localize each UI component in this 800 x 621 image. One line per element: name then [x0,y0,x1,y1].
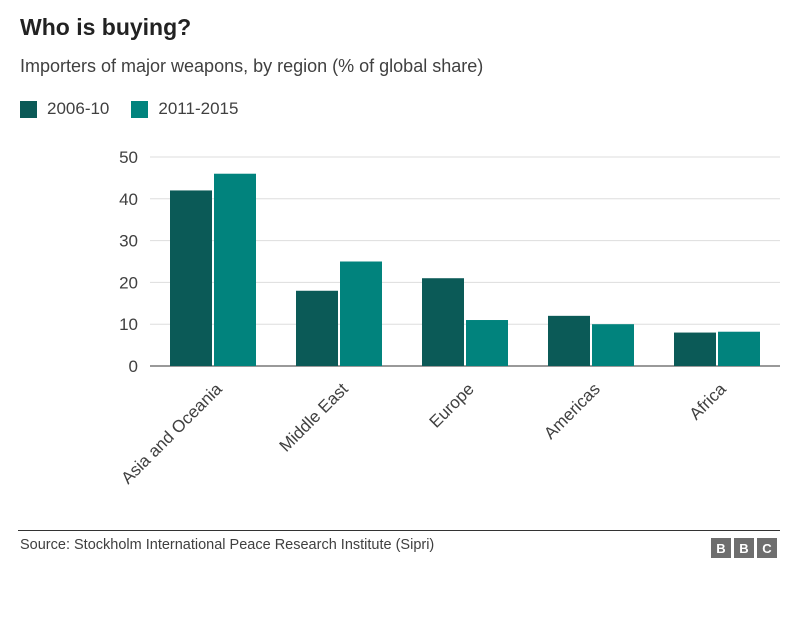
x-tick-label-middle-east: Middle East [276,379,352,455]
legend-label-series-1: 2006-10 [47,99,110,118]
bar-americas-2006-10 [548,315,590,366]
y-tick-label-20: 20 [119,273,138,292]
x-tick-label-africa: Africa [686,379,731,424]
bar-asia-and-oceania-2011-2015 [214,173,256,366]
legend-label-series-2: 2011-2015 [158,99,239,118]
legend-swatch-series-1 [20,100,37,118]
bar-europe-2006-10 [422,278,464,366]
legend-swatch-series-2 [131,100,149,118]
legend: 2006-10 2011-2015 [20,99,260,119]
x-tick-label-americas: Americas [540,379,604,443]
bar-asia-and-oceania-2006-10 [170,190,212,366]
chart-subtitle: Importers of major weapons, by region (%… [20,56,484,76]
logo-letter-c: C [757,538,777,558]
bbc-logo: B B C [708,538,777,558]
footer-divider [18,530,780,531]
y-tick-label-40: 40 [119,190,138,209]
y-tick-label-30: 30 [119,232,138,251]
bar-americas-2011-2015 [592,324,634,366]
bar-africa-2006-10 [674,332,716,366]
source-note: Source: Stockholm International Peace Re… [20,537,435,553]
x-tick-label-asia-and-oceania: Asia and Oceania [117,379,226,488]
bar-chart: 0 10 20 30 40 50 Asia and Oceania Middle East Eu… [117,148,780,488]
logo-letter-b2: B [734,538,754,558]
y-tick-label-50: 50 [119,148,138,167]
legend-item-series-1: 2006-10 [20,99,109,119]
chart-title: Who is buying? [20,14,192,40]
bar-africa-2011-2015 [718,331,760,366]
legend-item-series-2: 2011-2015 [131,99,238,119]
bar-middle-east-2011-2015 [340,261,382,366]
logo-letter-b1: B [711,538,731,558]
y-tick-label-10: 10 [119,315,138,334]
bar-europe-2011-2015 [466,320,508,366]
x-tick-label-europe: Europe [426,379,478,431]
bar-middle-east-2006-10 [296,290,338,366]
y-tick-label-0: 0 [129,357,138,376]
